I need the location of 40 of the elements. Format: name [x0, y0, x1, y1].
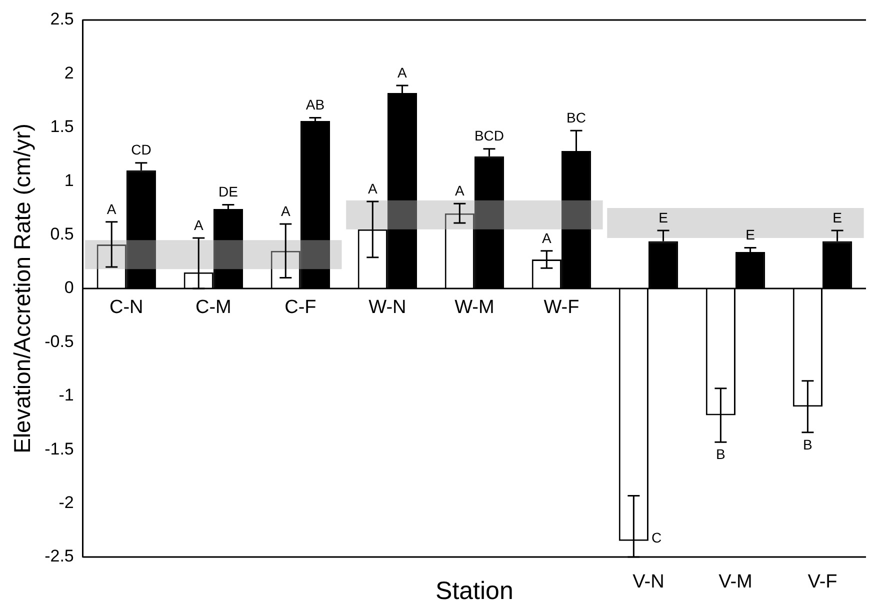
x-tick-label: V-N	[632, 572, 664, 593]
y-tick-label: 2	[64, 63, 74, 82]
data-label: B	[803, 436, 812, 452]
data-label: A	[106, 200, 117, 217]
x-tick-label: W-F	[544, 297, 580, 318]
x-axis-title: Station	[436, 576, 514, 605]
data-label: BCD	[474, 128, 504, 144]
data-label: BC	[566, 109, 586, 126]
data-label: DE	[218, 184, 238, 200]
x-tick-label: W-N	[368, 297, 406, 318]
data-label: C	[651, 530, 662, 546]
x-tick-label: C-N	[110, 297, 144, 318]
y-axis-title: Elevation/Accretion Rate (cm/yr)	[9, 124, 36, 454]
data-label: A	[542, 230, 552, 246]
x-tick-label: C-F	[284, 297, 316, 318]
x-tick-label: V-M	[718, 572, 752, 593]
x-tick-label: W-M	[454, 297, 494, 318]
data-label: E	[832, 209, 842, 226]
y-tick-label: -1	[58, 386, 74, 405]
data-label: A	[454, 182, 465, 199]
data-label: A	[280, 202, 291, 219]
y-tick-label: 1	[64, 170, 74, 190]
y-tick-label: 0	[64, 278, 74, 298]
data-label: CD	[131, 142, 152, 158]
y-tick-label: -2.5	[44, 546, 74, 566]
data-label: E	[746, 226, 755, 243]
x-tick-label: V-F	[808, 572, 838, 593]
data-label: A	[398, 64, 408, 80]
y-tick-label: -1.5	[44, 439, 74, 458]
data-label: B	[716, 446, 726, 462]
y-tick-label: -0.5	[44, 332, 74, 351]
data-label: AB	[306, 96, 325, 113]
y-tick-label: 2.5	[50, 10, 74, 29]
y-tick-label: 0.5	[50, 224, 74, 244]
data-label: A	[194, 216, 204, 233]
data-label: E	[658, 209, 668, 226]
y-tick-label: 1.5	[50, 117, 74, 136]
data-label: A	[368, 180, 378, 196]
x-tick-label: C-M	[195, 297, 232, 318]
y-tick-label: -2	[58, 492, 74, 512]
